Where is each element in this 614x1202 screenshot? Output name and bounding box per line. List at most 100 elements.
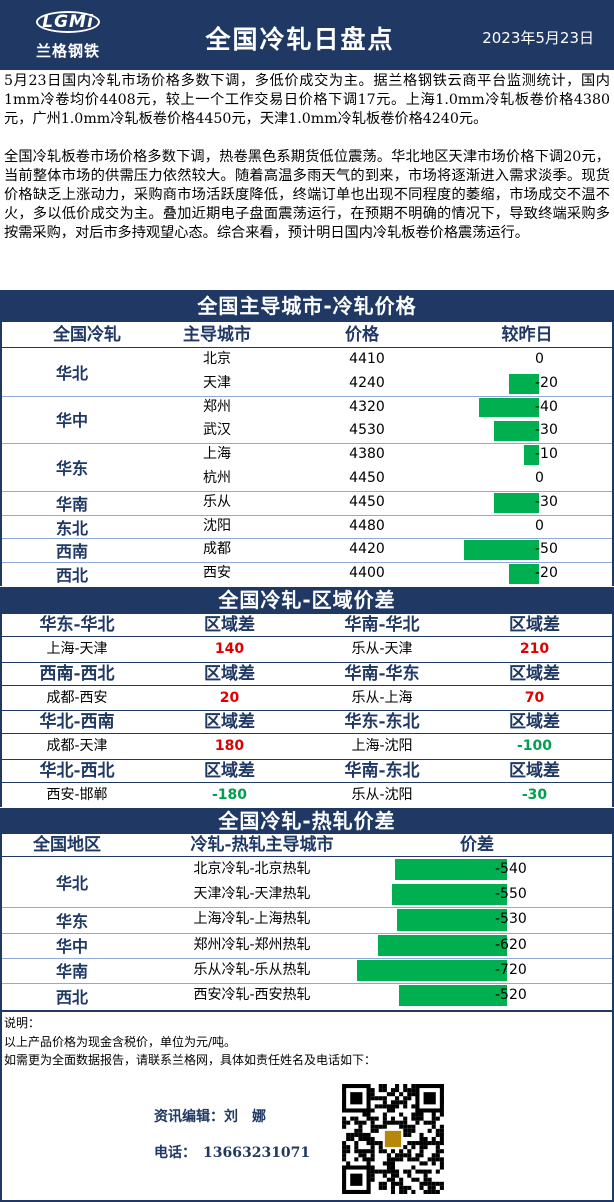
qr-module xyxy=(346,1120,351,1125)
qr-module xyxy=(435,1128,440,1133)
qr-module xyxy=(399,1100,404,1105)
qr-module xyxy=(382,1100,387,1105)
qr-module xyxy=(423,1145,428,1150)
qr-module xyxy=(350,1173,363,1186)
qr-module xyxy=(419,1132,424,1137)
qr-module xyxy=(350,1092,363,1105)
price-value: 4450 xyxy=(349,493,385,510)
qr-module xyxy=(346,1149,351,1154)
qr-module xyxy=(407,1096,412,1101)
qr-module xyxy=(423,1177,428,1182)
qr-module xyxy=(390,1181,396,1186)
qr-module xyxy=(439,1141,444,1146)
qr-module xyxy=(411,1128,416,1133)
qr-module xyxy=(399,1124,404,1129)
qr-module xyxy=(435,1169,440,1174)
qr-module xyxy=(395,1104,400,1109)
qr-module xyxy=(382,1120,387,1125)
qr-module xyxy=(350,1116,355,1121)
editor-name: 资讯编辑：刘 娜 xyxy=(154,1109,266,1125)
qr-module xyxy=(419,1169,424,1174)
hot-city-pair: 北京冷轧-北京热轧 xyxy=(193,861,311,877)
qr-module xyxy=(411,1189,416,1194)
qr-module xyxy=(350,1132,355,1137)
price-value: 4420 xyxy=(349,541,385,558)
qr-module xyxy=(378,1124,383,1129)
prices-header-0: 全国冷轧 xyxy=(53,325,121,345)
spread-city-pair: 成都-天津 xyxy=(46,738,108,754)
hot-header-row: 全国地区 冷轧-热轧主导城市 价差 xyxy=(2,834,612,856)
hot-header-1: 冷轧-热轧主导城市 xyxy=(190,835,334,855)
qr-module xyxy=(399,1112,404,1117)
logo-mark: LGMi xyxy=(42,12,94,32)
qr-module xyxy=(390,1092,396,1097)
qr-module xyxy=(403,1088,408,1093)
spread-value: -180 xyxy=(211,786,248,803)
qr-module xyxy=(431,1181,436,1186)
qr-module xyxy=(411,1141,416,1146)
region-label: 华北 xyxy=(55,363,88,383)
qr-module xyxy=(382,1161,387,1166)
qr-module xyxy=(407,1157,412,1162)
qr-module xyxy=(407,1092,412,1097)
qr-module xyxy=(382,1112,387,1117)
qr-module xyxy=(382,1169,387,1174)
qr-module xyxy=(366,1136,371,1142)
qr-module xyxy=(354,1145,359,1150)
change-value: -40 xyxy=(535,398,558,415)
change-value: -20 xyxy=(535,565,558,582)
qr-module xyxy=(427,1128,432,1133)
spread-value: 210 xyxy=(519,641,550,657)
hot-spread-table: 全国地区 冷轧-热轧主导城市 价差 华北 北京冷轧-北京热轧 -540 天津冷轧-天津热轧 -… xyxy=(0,834,614,1010)
qr-module xyxy=(423,1141,428,1146)
change-value: -10 xyxy=(535,446,558,463)
spread-city-pair: 上海-天津 xyxy=(46,641,108,657)
spread-region-title: 华北-西南 xyxy=(39,712,115,732)
qr-module xyxy=(354,1120,359,1125)
group-sep xyxy=(2,538,612,540)
qr-module xyxy=(431,1136,436,1142)
qr-module xyxy=(435,1141,440,1146)
qr-module xyxy=(382,1088,387,1093)
qr-module xyxy=(399,1092,404,1097)
qr-module xyxy=(382,1185,387,1190)
qr-module xyxy=(382,1149,387,1154)
qr-module xyxy=(423,1120,428,1125)
qr-module xyxy=(390,1157,396,1162)
qr-module xyxy=(354,1132,359,1137)
spread-region-title: 华南-华东 xyxy=(344,663,420,684)
qr-module xyxy=(423,1136,428,1142)
qr-module xyxy=(399,1157,404,1162)
qr-module xyxy=(358,1136,363,1142)
qr-module xyxy=(415,1157,420,1162)
qr-module xyxy=(354,1157,359,1162)
change-value: -20 xyxy=(535,374,558,391)
qr-module xyxy=(407,1128,412,1133)
qr-module xyxy=(439,1112,444,1117)
qr-module xyxy=(382,1096,387,1101)
qr-module xyxy=(395,1153,400,1158)
qr-module xyxy=(366,1116,371,1121)
qr-module xyxy=(378,1185,383,1190)
qr-module xyxy=(439,1136,444,1142)
qr-module xyxy=(419,1161,424,1166)
change-bar xyxy=(494,421,539,442)
qr-module xyxy=(366,1161,371,1166)
change-bar xyxy=(494,492,539,513)
qr-module xyxy=(370,1165,375,1170)
qr-module xyxy=(431,1157,436,1162)
qr-code-icon[interactable] xyxy=(342,1084,444,1194)
qr-module xyxy=(370,1169,375,1174)
qr-module xyxy=(415,1112,420,1117)
qr-module xyxy=(435,1132,440,1137)
qr-module xyxy=(419,1112,424,1117)
qr-module xyxy=(435,1157,440,1162)
qr-module xyxy=(370,1145,375,1150)
change-value: 0 xyxy=(535,470,544,486)
qr-module xyxy=(415,1177,420,1182)
qr-module xyxy=(399,1153,404,1158)
qr-module xyxy=(399,1189,404,1194)
city-name: 乐从 xyxy=(203,493,231,510)
note-contact: 如需更为全面数据报告，请联系兰格网，具体如责任姓名及电话如下： xyxy=(4,1053,377,1067)
qr-module xyxy=(439,1157,444,1162)
